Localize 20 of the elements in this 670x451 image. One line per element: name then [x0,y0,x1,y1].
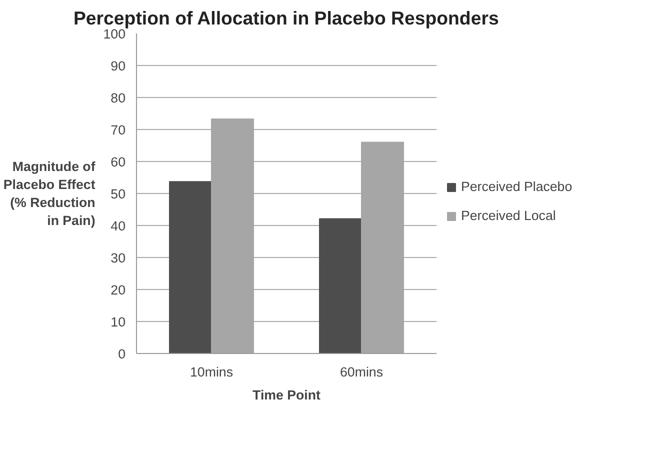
y-tick-label: 60 [110,154,126,170]
x-tick-label: 60mins [340,364,384,380]
legend-label: Perceived Local [461,208,556,223]
y-tick-label: 50 [110,186,126,202]
y-tick-label: 90 [110,58,126,74]
y-tick-label: 70 [110,122,126,138]
y-tick-label: 30 [110,250,126,266]
y-axis-title: Magnitude of Placebo Effect (% Reduction in Pain) [3,159,96,228]
y-tick-label: 20 [110,282,126,298]
x-axis-title: Time Point [252,388,322,402]
y-tick-label: 40 [110,218,126,234]
x-tick-label: 10mins [190,364,234,380]
legend-label: Perceived Placebo [461,179,572,194]
chart-title: Perception of Allocation in Placebo Responders [73,8,499,28]
y-tick-label: 100 [103,26,126,42]
y-tick-label: 0 [118,346,126,362]
y-tick-label: 80 [110,90,126,106]
bar [169,181,212,354]
bar [319,218,362,354]
y-tick-label: 10 [110,314,126,330]
